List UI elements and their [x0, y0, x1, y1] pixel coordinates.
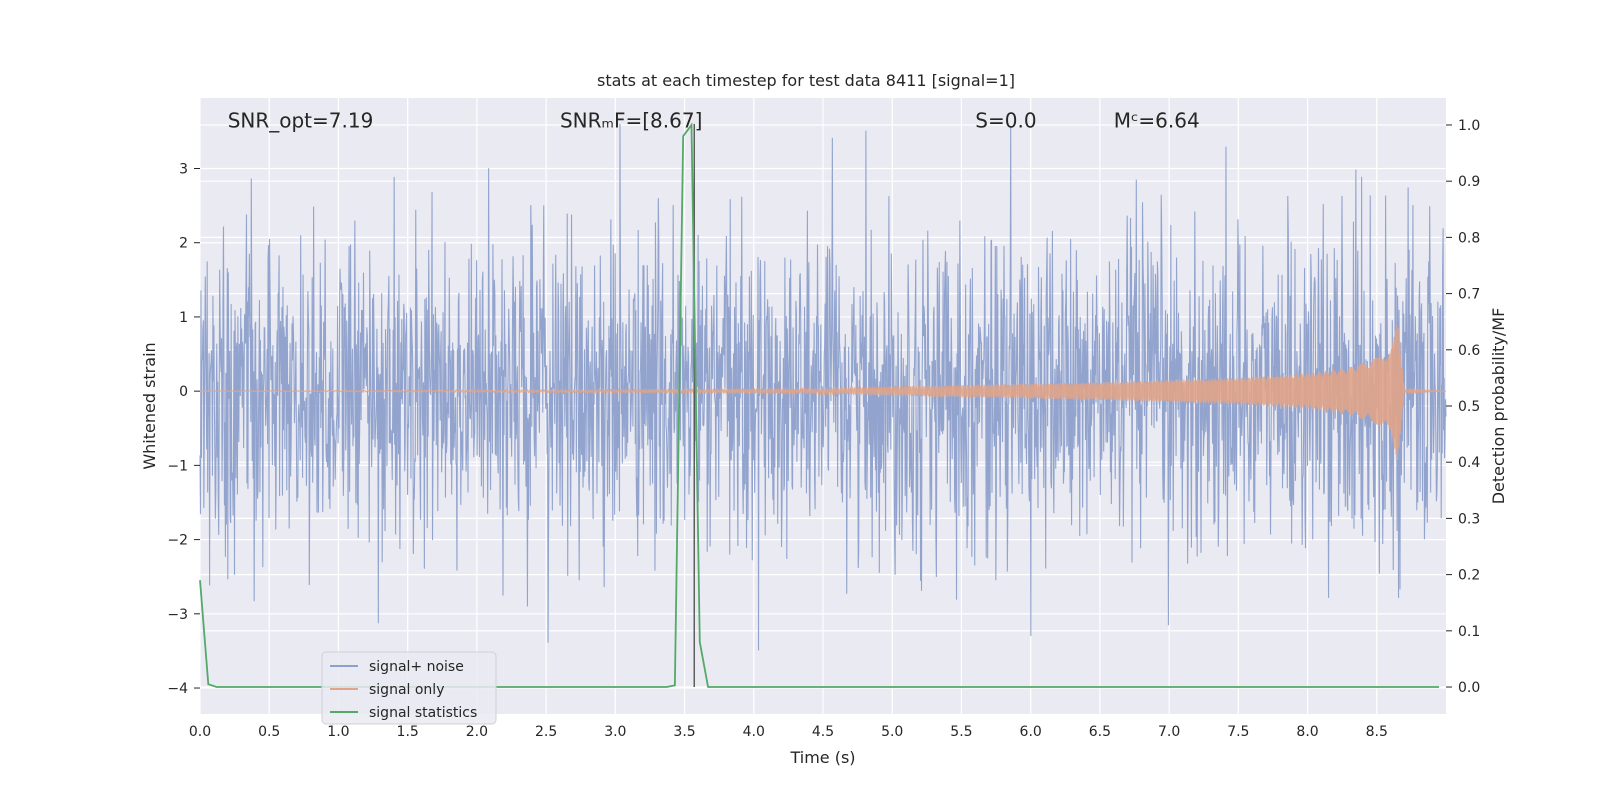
x-tick-label: 2.0 [466, 724, 488, 740]
legend: signal+ noise signal only signal statistic… [321, 651, 497, 725]
x-tick-label: 0.0 [189, 724, 211, 740]
x-tick-label: 4.0 [743, 724, 765, 740]
y2-tick-label: 0.8 [1458, 230, 1480, 246]
y-tick-label: 0 [179, 384, 188, 400]
series-signal-noise [199, 123, 1447, 651]
x-tick-label: 3.0 [604, 724, 626, 740]
y2-tick-label: 0.7 [1458, 287, 1480, 303]
y-tick-label: 2 [179, 236, 188, 252]
annotation-text: SNR_opt=7.19 [228, 108, 374, 132]
x-tick-label: 5.0 [881, 724, 903, 740]
y2-tick-label: 0.4 [1458, 455, 1480, 471]
y-axis-ticks: −4 −3 −2 −1 0 1 2 3 [167, 162, 200, 697]
annotation-text: Mᶜ=6.64 [1114, 108, 1200, 132]
series-signal-only [200, 324, 1447, 461]
x-axis-ticks: 0.0 0.5 1.0 1.5 2.0 2.5 3.0 3.5 4.0 4.5 5.0 5.5 6.0 6… [189, 724, 1388, 740]
y2-tick-label: 0.6 [1458, 343, 1480, 359]
signal-statistics-line [199, 122, 1440, 688]
annotation-text: SNRₘF=[8.67] [560, 108, 702, 132]
x-tick-label: 7.5 [1227, 724, 1249, 740]
series-signal-statistics [199, 122, 1440, 688]
legend-entry: signal only [369, 682, 444, 698]
plot-area [199, 98, 1447, 714]
signal-noise-line [199, 123, 1447, 651]
x-tick-label: 1.5 [397, 724, 419, 740]
legend-entry: signal+ noise [369, 659, 464, 675]
y-tick-label: −1 [167, 458, 188, 474]
y2-tick-label: 0.0 [1458, 680, 1480, 696]
x-tick-label: 2.5 [535, 724, 557, 740]
x-tick-label: 4.5 [812, 724, 834, 740]
y2-axis-label: Detection probability/MF [1489, 308, 1508, 505]
y-axis-label: Whitened strain [140, 342, 159, 469]
y-tick-label: −4 [167, 681, 188, 697]
annotation-text: S=0.0 [975, 108, 1036, 132]
x-tick-label: 6.0 [1020, 724, 1042, 740]
y2-tick-label: 0.9 [1458, 174, 1480, 190]
x-tick-label: 8.0 [1296, 724, 1318, 740]
x-tick-label: 5.5 [950, 724, 972, 740]
x-tick-label: 3.5 [673, 724, 695, 740]
x-tick-label: 7.0 [1158, 724, 1180, 740]
chart-title: stats at each timestep for test data 841… [597, 71, 1015, 90]
y2-tick-label: 1.0 [1458, 118, 1480, 134]
y2-axis-ticks: 0.0 0.1 0.2 0.3 0.4 0.5 0.6 0.7 0.8 0.9 1.0 [1446, 118, 1480, 696]
legend-box [321, 651, 497, 725]
y2-tick-label: 0.3 [1458, 511, 1480, 527]
x-axis-label: Time (s) [789, 748, 855, 767]
x-tick-label: 8.5 [1366, 724, 1388, 740]
y-tick-label: −3 [167, 607, 188, 623]
legend-entry: signal statistics [369, 705, 477, 721]
y-tick-label: 3 [179, 162, 188, 178]
y2-tick-label: 0.2 [1458, 568, 1480, 584]
y2-tick-label: 0.5 [1458, 399, 1480, 415]
y-tick-label: 1 [179, 310, 188, 326]
x-tick-label: 0.5 [258, 724, 280, 740]
y-tick-label: −2 [167, 533, 188, 549]
x-tick-label: 6.5 [1089, 724, 1111, 740]
annotations: SNR_opt=7.19 SNRₘF=[8.67] S=0.0 Mᶜ=6.64 [228, 108, 1200, 132]
y2-tick-label: 0.1 [1458, 624, 1480, 640]
x-tick-label: 1.0 [327, 724, 349, 740]
signal-only-line [200, 324, 1447, 461]
